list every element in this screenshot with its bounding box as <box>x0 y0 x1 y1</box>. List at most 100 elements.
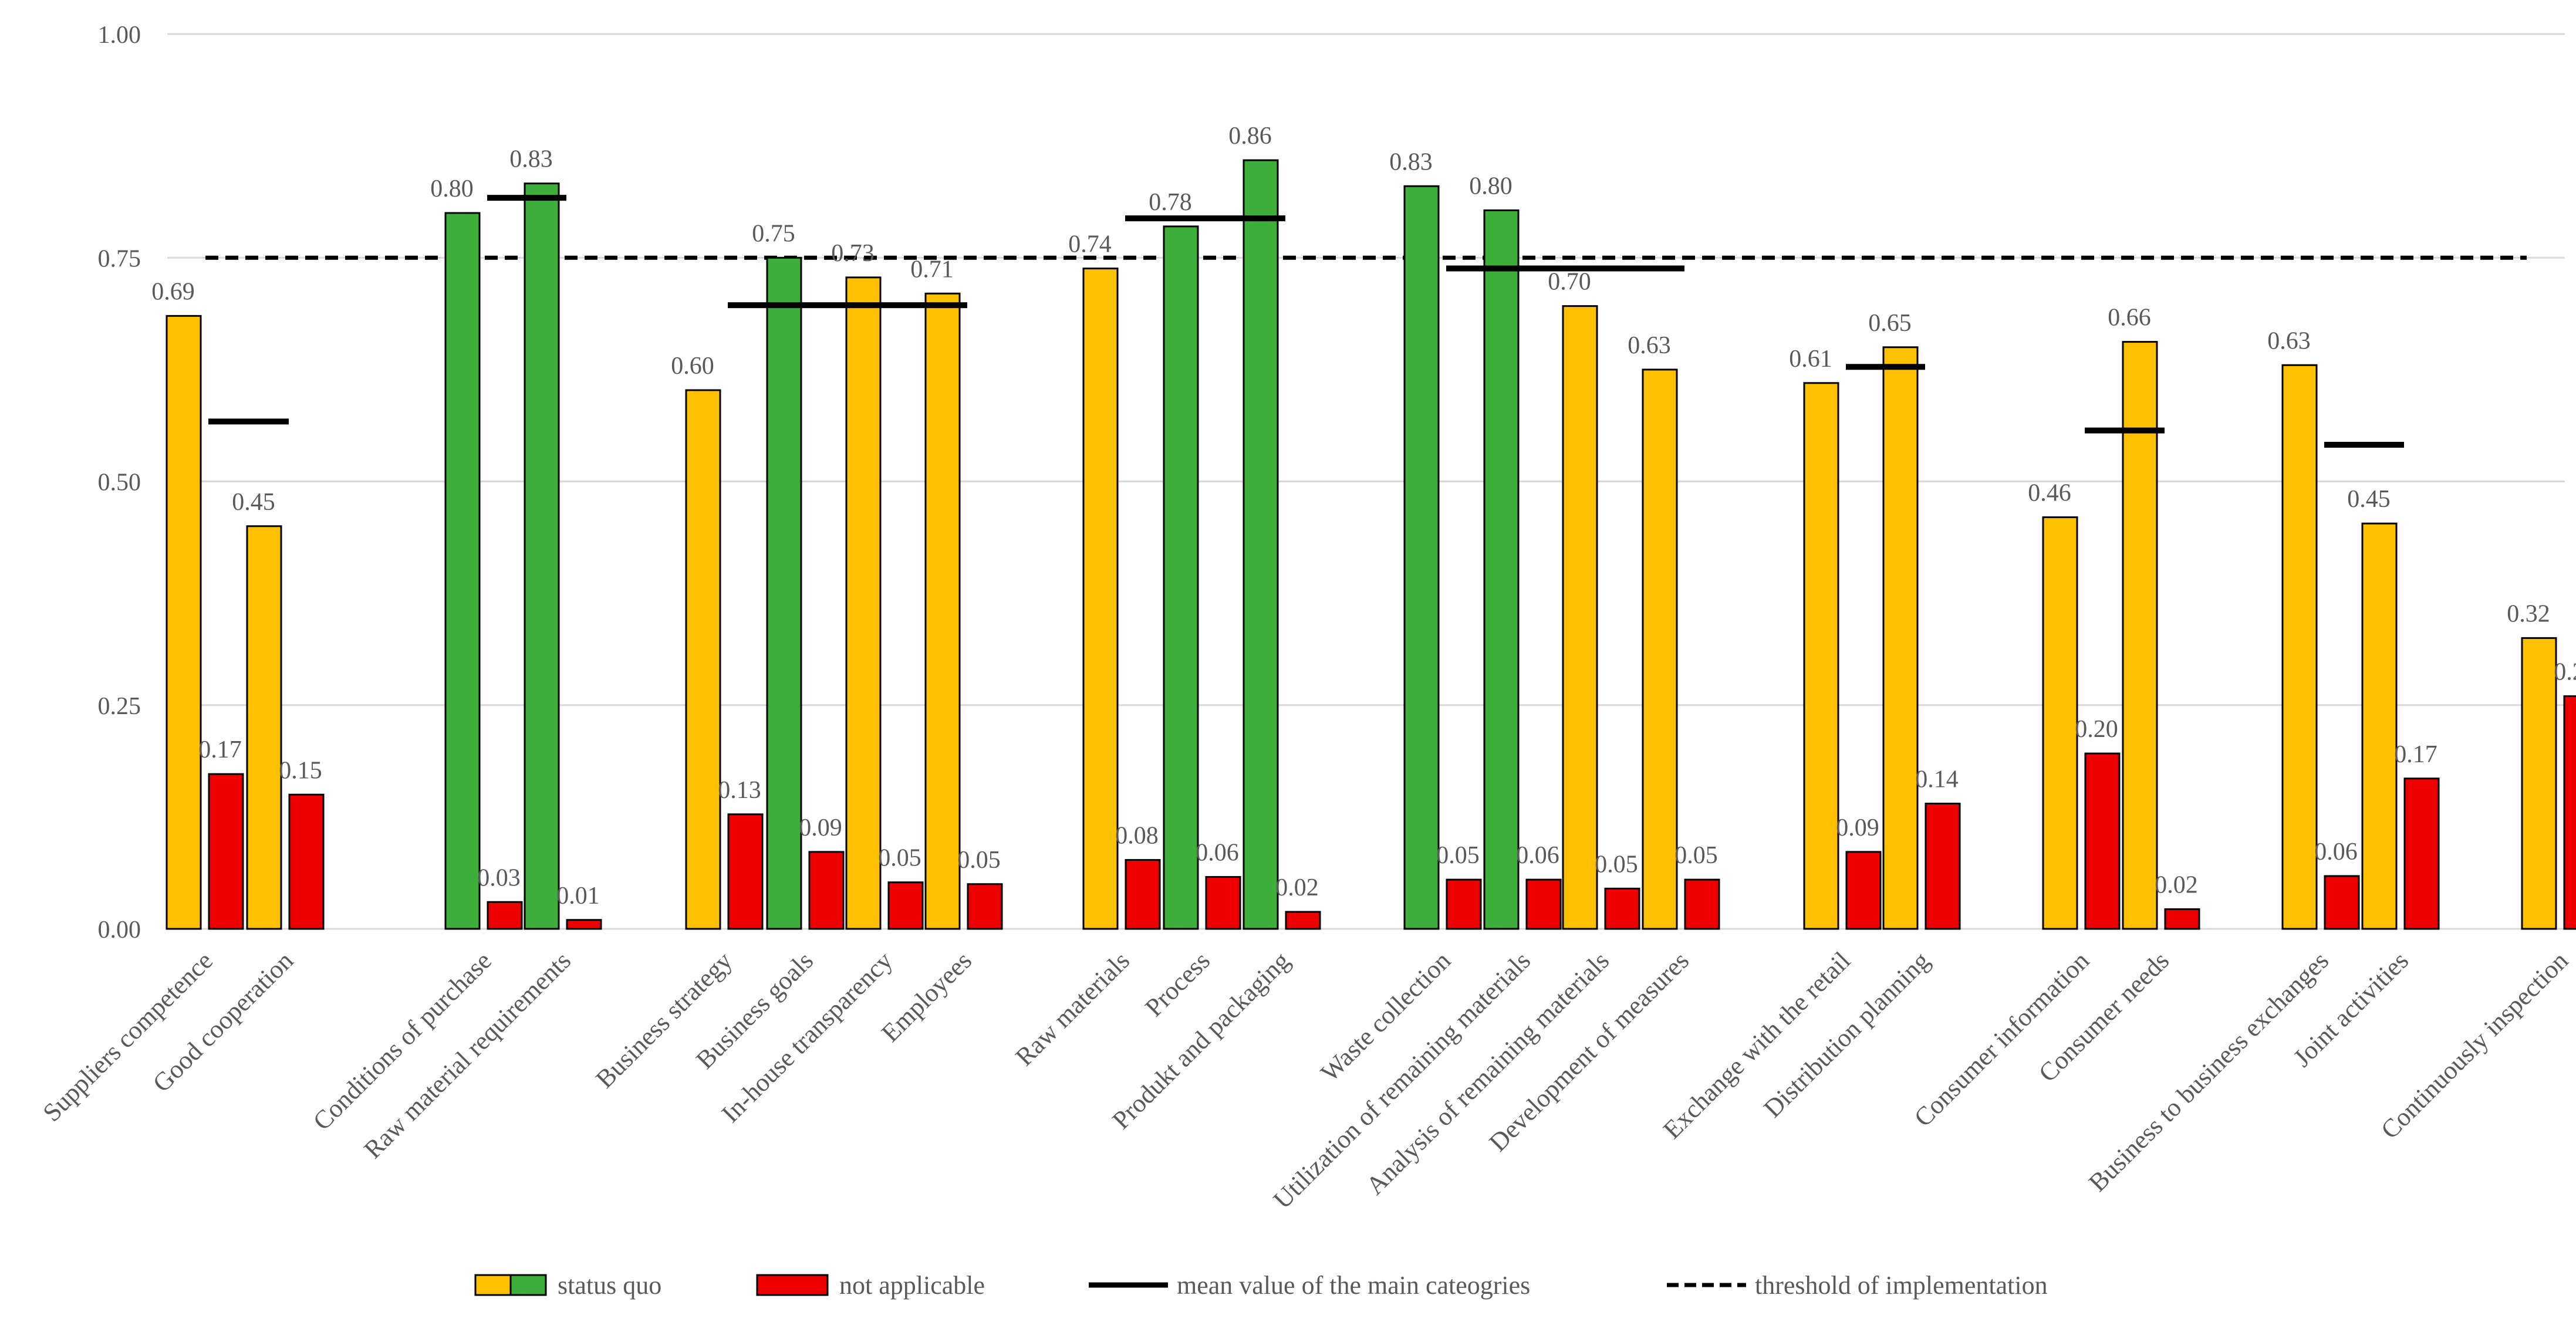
status-quo-bar <box>1562 305 1598 930</box>
not-applicable-bar <box>1845 851 1882 930</box>
status-quo-data-label: 0.80 <box>1469 173 1512 200</box>
not-applicable-data-label: 0.05 <box>1674 842 1718 869</box>
status-quo-data-label: 0.70 <box>1548 269 1591 296</box>
status-quo-data-label: 0.80 <box>430 175 474 202</box>
not-applicable-data-label: 0.15 <box>279 757 322 784</box>
not-applicable-data-label: 0.17 <box>198 736 242 763</box>
not-applicable-data-label: 0.05 <box>1595 851 1638 878</box>
y-tick-label: 0.75 <box>98 245 141 272</box>
not-applicable-data-label: 0.20 <box>2075 716 2118 743</box>
not-applicable-data-label: 0.17 <box>2394 741 2437 768</box>
status-quo-data-label: 0.65 <box>1868 310 1912 337</box>
not-applicable-data-label: 0.06 <box>1196 840 1239 867</box>
bar-layer <box>166 159 2576 930</box>
not-applicable-data-label: 0.02 <box>2155 871 2198 898</box>
status-quo-data-label: 0.78 <box>1149 189 1192 216</box>
legend-swatch-not-applicable <box>756 1274 829 1296</box>
status-quo-bar <box>1803 382 1839 930</box>
not-applicable-data-label: 0.01 <box>556 882 600 909</box>
not-applicable-bar <box>2084 752 2121 930</box>
status-quo-data-label: 0.32 <box>2507 600 2550 627</box>
not-applicable-data-label: 0.13 <box>718 777 761 804</box>
status-quo-bar <box>845 276 882 930</box>
not-applicable-bar <box>566 919 602 930</box>
status-quo-data-label: 0.83 <box>509 146 553 173</box>
not-applicable-data-label: 0.06 <box>1516 842 1559 869</box>
not-applicable-bar <box>1925 803 1961 930</box>
not-applicable-data-label: 0.05 <box>1436 842 1480 869</box>
status-quo-data-label: 0.61 <box>1789 346 1832 373</box>
not-applicable-bar <box>967 883 1003 930</box>
status-quo-data-label: 0.83 <box>1389 148 1433 175</box>
status-quo-data-label: 0.69 <box>151 278 195 305</box>
legend-swatch-status-quo-yellow <box>474 1274 512 1296</box>
status-quo-bar <box>1163 225 1199 930</box>
not-applicable-data-label: 0.09 <box>1836 814 1879 841</box>
not-applicable-bar <box>808 851 845 930</box>
status-quo-bar <box>1082 268 1119 930</box>
not-applicable-bar <box>288 793 325 930</box>
not-applicable-bar <box>1604 887 1640 930</box>
label-layer: 0.69 0.17 0.45 0.15 0.80 0.03 0.83 0.01 0.60 0.13… <box>151 123 2576 909</box>
legend-label: mean value of the main cateogries <box>1177 1271 1530 1300</box>
legend-label: threshold of implementation <box>1755 1271 2048 1300</box>
status-quo-data-label: 0.63 <box>2267 327 2311 354</box>
status-quo-bar <box>685 389 721 930</box>
not-applicable-bar <box>2324 875 2360 930</box>
legend-label: not applicable <box>839 1271 985 1300</box>
x-tick-label: Raw materials <box>1010 946 1135 1071</box>
status-quo-bar <box>1243 159 1279 930</box>
not-applicable-bar <box>1525 878 1562 930</box>
status-quo-data-label: 0.71 <box>910 256 954 283</box>
not-applicable-data-label: 0.09 <box>799 814 842 841</box>
not-applicable-data-label: 0.08 <box>1115 823 1159 850</box>
status-quo-data-label: 0.75 <box>752 220 795 247</box>
status-quo-bar <box>524 182 560 930</box>
not-applicable-bar <box>727 813 764 930</box>
status-quo-bar <box>2361 522 2398 930</box>
not-applicable-data-label: 0.05 <box>957 847 1001 874</box>
status-quo-data-label: 0.45 <box>2347 486 2391 513</box>
not-applicable-data-label: 0.26 <box>2554 659 2576 686</box>
not-applicable-bar <box>1125 859 1161 930</box>
status-quo-data-label: 0.60 <box>671 353 714 380</box>
y-tick-label: 0.00 <box>98 917 141 944</box>
status-quo-bar <box>924 292 961 930</box>
legend-swatch-status-quo-green <box>509 1274 547 1296</box>
x-tick-label: Process <box>1139 946 1216 1022</box>
not-applicable-bar <box>487 901 523 930</box>
status-quo-data-label: 0.74 <box>1068 231 1112 258</box>
status-quo-bar <box>1483 209 1520 930</box>
status-quo-data-label: 0.45 <box>232 489 275 516</box>
not-applicable-bar <box>2563 695 2576 930</box>
not-applicable-bar <box>208 773 244 930</box>
not-applicable-bar <box>1205 876 1241 930</box>
x-tick-label: Continuously inspection <box>2375 946 2574 1144</box>
status-quo-bar <box>2281 364 2318 930</box>
not-applicable-bar <box>2164 908 2200 930</box>
not-applicable-bar <box>1446 878 1482 930</box>
y-tick-label: 0.50 <box>98 469 141 496</box>
not-applicable-data-label: 0.05 <box>878 845 921 872</box>
not-applicable-bar <box>1285 911 1321 930</box>
status-quo-bar <box>2122 341 2158 930</box>
status-quo-bar <box>1642 368 1678 930</box>
status-quo-bar <box>444 212 481 930</box>
status-quo-bar <box>1403 185 1440 930</box>
status-quo-data-label: 0.73 <box>831 240 875 267</box>
status-quo-bar <box>766 256 802 930</box>
not-applicable-data-label: 0.02 <box>1275 874 1319 901</box>
status-quo-data-label: 0.66 <box>2108 305 2151 332</box>
not-applicable-data-label: 0.06 <box>2314 838 2358 865</box>
legend: status quo not applicable mean value of th… <box>474 1271 2048 1300</box>
status-quo-bar <box>166 315 202 930</box>
x-tick-label: Business strategy <box>590 946 738 1094</box>
not-applicable-bar <box>2403 777 2440 930</box>
legend-label: status quo <box>558 1271 661 1300</box>
status-quo-data-label: 0.46 <box>2028 480 2071 507</box>
not-applicable-data-label: 0.14 <box>1915 766 1959 793</box>
not-applicable-bar <box>1684 878 1720 930</box>
status-quo-bar <box>2042 516 2078 930</box>
